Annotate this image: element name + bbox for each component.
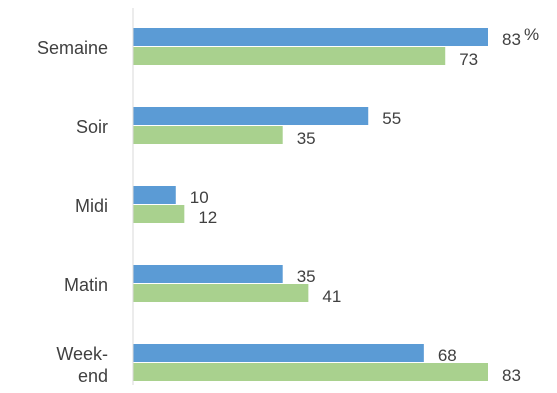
bar-1 [133,186,176,204]
data-label: 35 [297,129,316,148]
bar-2 [133,205,185,223]
data-label: 12 [198,208,217,227]
bar-2 [133,363,488,381]
bar-2 [133,47,446,65]
bar-1 [133,28,488,46]
bar-1 [133,265,283,283]
bar-1 [133,107,369,125]
bar-2 [133,284,309,302]
data-label: 68 [438,346,457,365]
data-label: 83 [502,30,521,49]
data-label: 41 [322,287,341,306]
bar-1 [133,344,424,362]
data-label: 35 [297,267,316,286]
category-labels: Semaine Soir Midi Matin Week-end [37,38,108,386]
category-label: Semaine [37,38,108,58]
data-label: 10 [190,188,209,207]
category-label: Midi [75,196,108,216]
category-label: Matin [64,275,108,295]
data-label: 83 [502,366,521,385]
category-label: Soir [76,117,108,137]
bar-2 [133,126,283,144]
bars [133,28,488,381]
data-label: 55 [382,109,401,128]
unit-label: % [524,25,539,44]
data-label: 73 [459,50,478,69]
category-label: Week-end [56,344,108,386]
